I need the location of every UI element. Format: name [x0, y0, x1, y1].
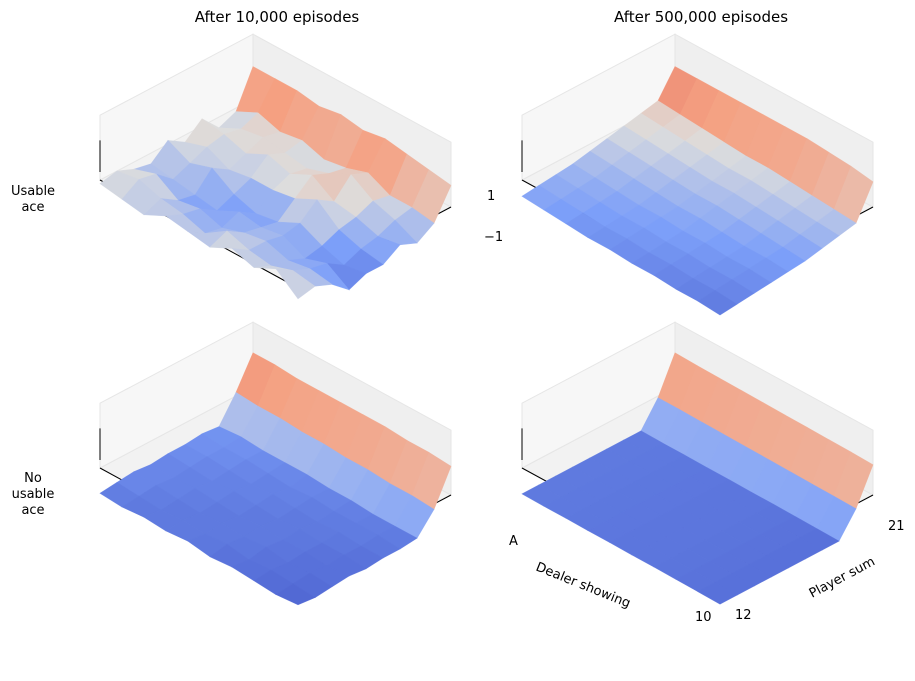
- surface-cell: [275, 583, 316, 606]
- column-title-10000: After 10,000 episodes: [195, 8, 360, 26]
- row-label: No usable ace: [12, 471, 55, 518]
- y-tick-end: 21: [888, 519, 905, 534]
- y-tick-start: 12: [735, 608, 752, 623]
- z-tick-min: −1: [484, 230, 503, 245]
- surface-cell: [275, 268, 316, 300]
- y-axis-label: Player sum: [807, 554, 878, 601]
- row-label: Usable ace: [11, 184, 55, 215]
- column-title-500000: After 500,000 episodes: [614, 8, 788, 26]
- z-tick-max: 1: [487, 189, 495, 204]
- surface-panel: [520, 321, 875, 605]
- surface-cell: [697, 582, 738, 605]
- x-axis-label: Dealer showing: [534, 560, 633, 612]
- x-tick-start: A: [509, 534, 518, 549]
- surface-panel: [520, 33, 875, 316]
- surface-panel: [98, 321, 453, 606]
- surface-cell: [697, 290, 738, 316]
- x-tick-end: 10: [695, 610, 712, 625]
- surface-panel: [98, 33, 453, 300]
